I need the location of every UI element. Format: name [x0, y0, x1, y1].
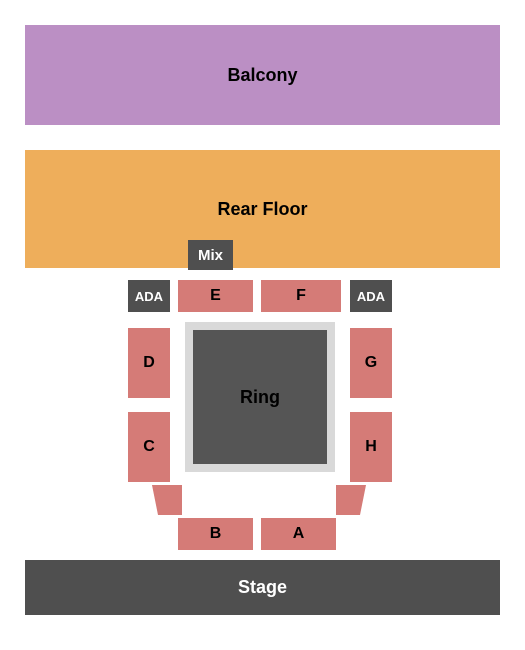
section-f[interactable]: F	[261, 280, 341, 312]
ring-area[interactable]: Ring	[185, 322, 335, 472]
ada-right-label: ADA	[357, 289, 385, 304]
section-g-label: G	[365, 354, 377, 372]
ring-inner: Ring	[193, 330, 327, 464]
rear-floor-label: Rear Floor	[217, 199, 307, 220]
mix-booth[interactable]: Mix	[188, 240, 233, 270]
stage-label: Stage	[238, 577, 287, 598]
ada-left-section[interactable]: ADA	[128, 280, 170, 312]
section-g[interactable]: G	[350, 328, 392, 398]
section-c[interactable]: C	[128, 412, 170, 482]
section-c-label: C	[143, 438, 155, 456]
section-b[interactable]: B	[178, 518, 253, 550]
section-h[interactable]: H	[350, 412, 392, 482]
section-e[interactable]: E	[178, 280, 253, 312]
section-a-label: A	[293, 525, 305, 543]
connector-right	[336, 485, 366, 515]
section-h-label: H	[365, 438, 377, 456]
balcony-label: Balcony	[227, 65, 297, 86]
section-d-label: D	[143, 354, 155, 372]
stage-section[interactable]: Stage	[25, 560, 500, 615]
rear-floor-section[interactable]: Rear Floor	[25, 150, 500, 268]
section-d[interactable]: D	[128, 328, 170, 398]
connector-left	[152, 485, 182, 515]
mix-label: Mix	[198, 247, 223, 264]
section-a[interactable]: A	[261, 518, 336, 550]
balcony-section[interactable]: Balcony	[25, 25, 500, 125]
ada-left-label: ADA	[135, 289, 163, 304]
section-b-label: B	[210, 525, 222, 543]
ring-label: Ring	[240, 387, 280, 408]
section-f-label: F	[296, 287, 306, 305]
ada-right-section[interactable]: ADA	[350, 280, 392, 312]
section-e-label: E	[210, 287, 221, 305]
